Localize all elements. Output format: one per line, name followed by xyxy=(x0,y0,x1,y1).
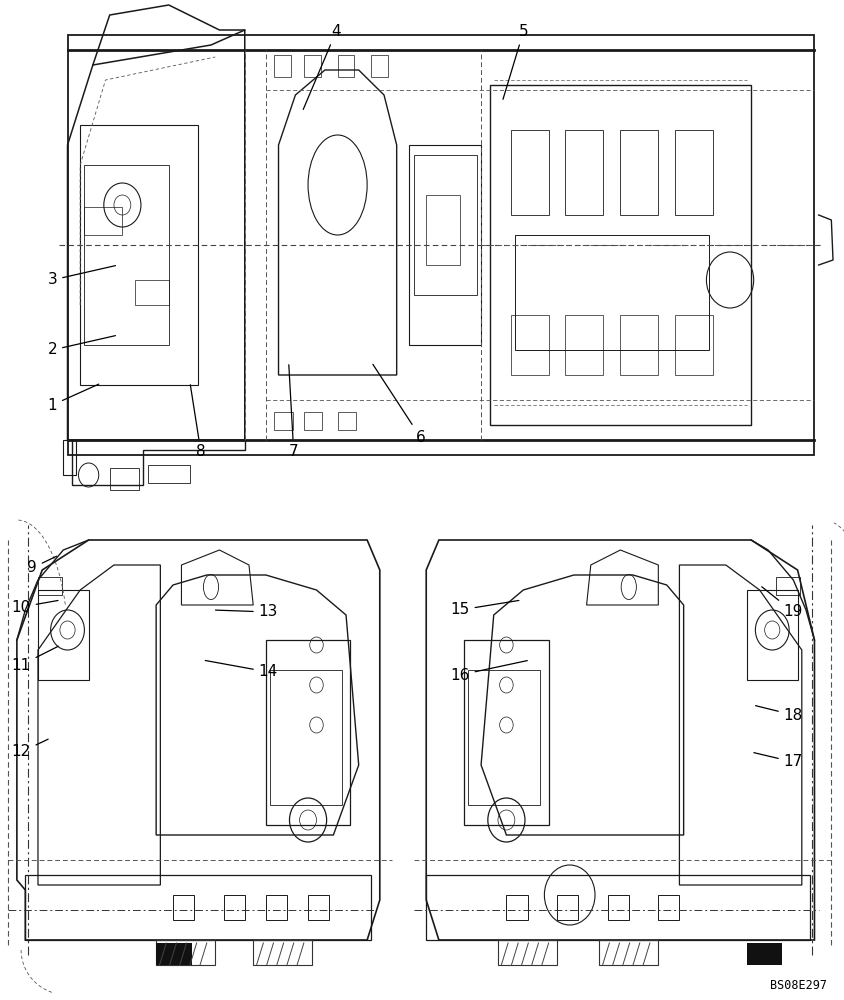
Text: 13: 13 xyxy=(215,604,278,619)
Text: 16: 16 xyxy=(451,661,528,682)
Bar xyxy=(266,895,287,920)
Bar xyxy=(274,412,293,430)
Bar xyxy=(776,577,800,595)
Bar xyxy=(608,895,629,920)
Bar xyxy=(135,280,169,305)
Bar xyxy=(338,55,354,77)
Bar xyxy=(338,412,356,430)
Bar xyxy=(464,640,549,825)
Bar xyxy=(68,35,814,455)
Bar xyxy=(426,875,810,940)
Text: 8: 8 xyxy=(191,385,206,460)
Bar xyxy=(620,315,658,375)
Text: 1: 1 xyxy=(47,384,99,412)
Bar xyxy=(274,55,291,77)
Text: 10: 10 xyxy=(12,599,58,614)
Text: 19: 19 xyxy=(762,587,803,619)
Text: 14: 14 xyxy=(205,660,278,680)
Text: 9: 9 xyxy=(27,556,57,576)
Bar xyxy=(304,55,321,77)
Bar xyxy=(110,468,139,490)
Text: 7: 7 xyxy=(289,365,299,460)
Bar xyxy=(270,670,342,805)
Bar xyxy=(675,130,713,215)
Bar xyxy=(173,895,194,920)
Bar xyxy=(675,315,713,375)
Bar xyxy=(156,943,192,965)
Bar xyxy=(658,895,679,920)
Bar xyxy=(80,125,198,385)
Bar xyxy=(468,670,540,805)
Bar xyxy=(84,165,169,345)
Bar xyxy=(599,940,658,965)
Bar xyxy=(308,895,329,920)
Bar xyxy=(84,207,122,235)
Bar xyxy=(414,155,477,295)
Bar xyxy=(409,145,481,345)
Bar xyxy=(266,640,350,825)
Bar xyxy=(747,943,782,965)
Bar xyxy=(506,895,528,920)
Bar xyxy=(557,895,578,920)
Text: 5: 5 xyxy=(503,24,528,99)
Text: 17: 17 xyxy=(754,753,803,770)
Text: 2: 2 xyxy=(47,336,116,358)
Bar xyxy=(38,577,62,595)
Bar xyxy=(304,412,322,430)
Text: 3: 3 xyxy=(47,266,116,288)
Text: 11: 11 xyxy=(12,646,58,672)
Text: 18: 18 xyxy=(755,706,803,722)
Bar xyxy=(511,315,549,375)
Bar xyxy=(511,130,549,215)
Bar xyxy=(156,940,215,965)
Bar xyxy=(620,130,658,215)
Bar xyxy=(565,315,603,375)
Bar xyxy=(565,130,603,215)
Text: 12: 12 xyxy=(12,739,48,760)
Bar xyxy=(498,940,557,965)
Bar xyxy=(253,940,312,965)
Text: 6: 6 xyxy=(373,364,425,444)
Bar xyxy=(38,590,89,680)
Bar xyxy=(148,465,190,483)
Bar xyxy=(515,235,709,350)
Text: 15: 15 xyxy=(451,600,519,617)
Bar xyxy=(224,895,245,920)
Text: 4: 4 xyxy=(303,24,341,109)
Bar xyxy=(426,195,460,265)
Bar xyxy=(747,590,798,680)
Text: BS08E297: BS08E297 xyxy=(770,979,827,992)
Bar xyxy=(25,875,371,940)
Bar xyxy=(490,85,751,425)
Bar xyxy=(371,55,388,77)
